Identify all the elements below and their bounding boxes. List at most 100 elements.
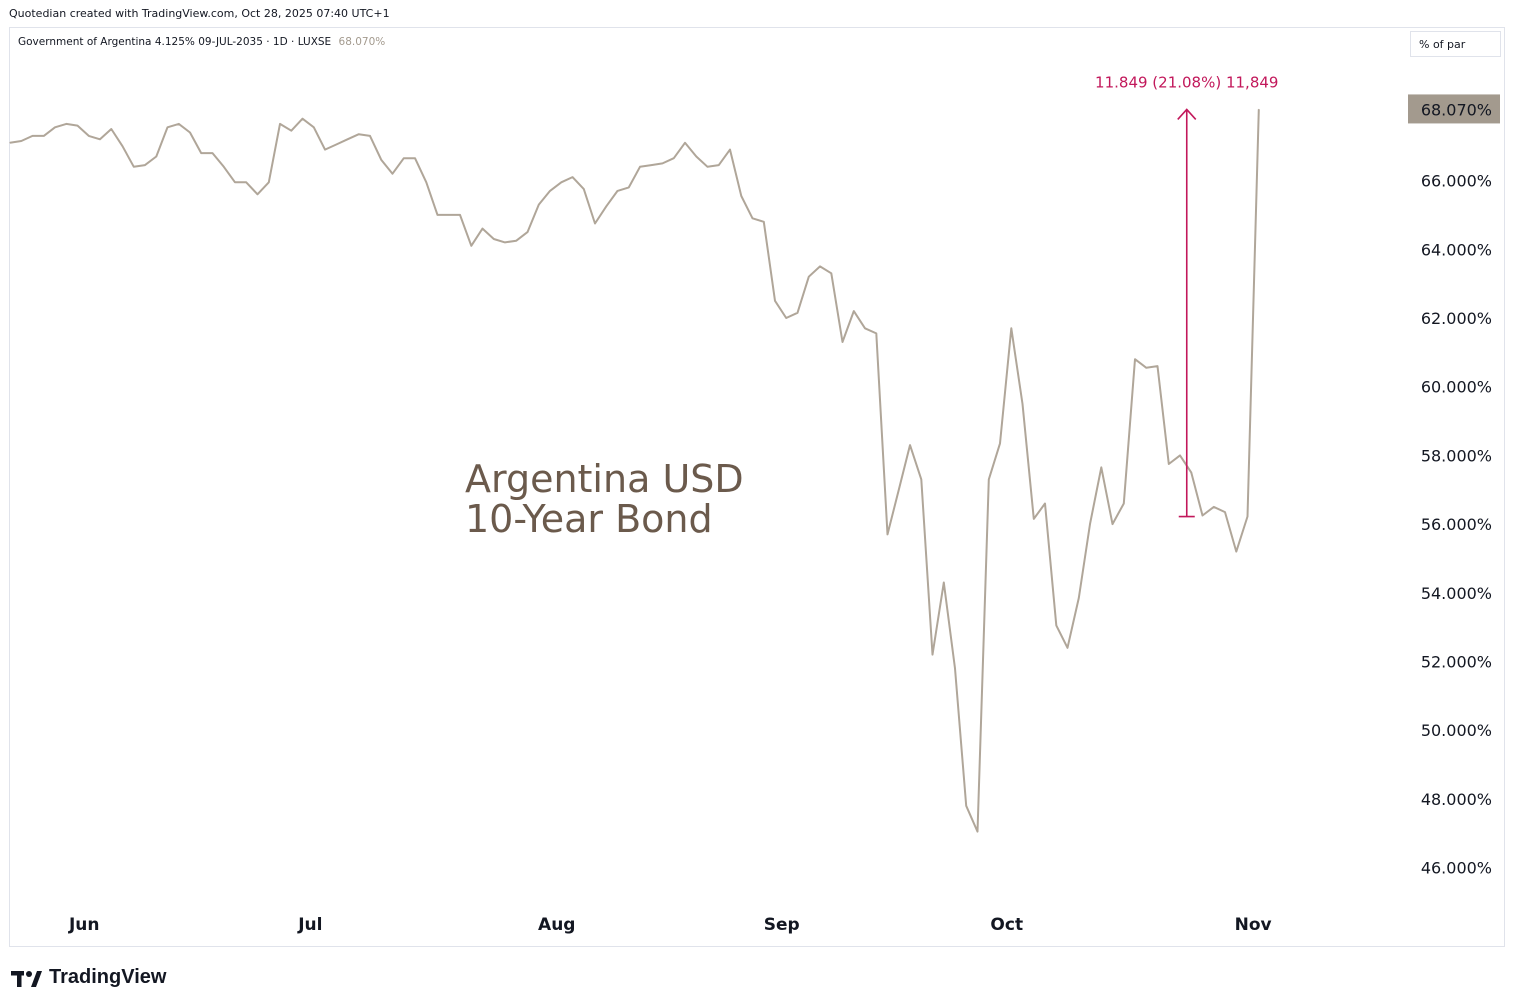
data-point: [1246, 515, 1249, 518]
data-point: [1089, 523, 1091, 525]
x-tick-label: Sep: [764, 915, 800, 935]
data-point: [346, 138, 349, 140]
data-point: [54, 126, 56, 128]
data-point: [830, 272, 832, 274]
data-point: [324, 149, 326, 151]
data-point: [909, 444, 911, 446]
data-point: [121, 145, 124, 147]
data-point: [391, 173, 394, 175]
data-point: [493, 238, 495, 240]
chart-annotation-line: 10-Year Bond: [465, 497, 713, 541]
chart-frame: [9, 27, 1505, 947]
data-point: [481, 228, 484, 230]
data-point: [571, 176, 574, 178]
data-point: [166, 126, 169, 128]
data-point: [459, 214, 461, 216]
data-point: [875, 332, 877, 335]
data-point: [436, 214, 439, 216]
data-point: [943, 581, 945, 584]
data-point: [256, 193, 259, 195]
data-point: [718, 164, 720, 166]
data-point: [245, 181, 247, 183]
data-point: [515, 240, 517, 242]
symbol-legend[interactable]: Government of Argentina 4.125% 09-JUL-20…: [18, 36, 385, 48]
data-point: [1066, 647, 1069, 649]
data-point: [1258, 108, 1260, 111]
series-line: [9, 109, 1260, 833]
data-point: [133, 166, 135, 168]
data-point: [538, 203, 540, 206]
data-point: [1201, 514, 1204, 517]
data-point: [695, 155, 697, 158]
data-point: [223, 166, 225, 168]
data-point: [1213, 506, 1215, 508]
data-point: [920, 478, 922, 481]
data-point: [988, 478, 990, 481]
data-point: [1168, 463, 1170, 465]
data-point: [808, 276, 810, 278]
data-point: [1078, 597, 1080, 599]
data-point: [931, 654, 934, 656]
data-point: [200, 152, 202, 154]
data-point: [796, 312, 799, 314]
data-point: [1123, 502, 1125, 505]
logo-text: TradingView: [49, 966, 167, 988]
data-point: [155, 155, 157, 158]
measure-arrowhead: [1177, 108, 1197, 120]
data-point: [639, 166, 641, 168]
x-tick-label: Nov: [1235, 915, 1272, 935]
y-tick-label: 54.000%: [1421, 584, 1492, 603]
y-tick-label: 58.000%: [1421, 446, 1492, 465]
y-tick-label: 62.000%: [1421, 309, 1492, 328]
data-point: [65, 123, 67, 125]
data-point: [290, 130, 292, 132]
data-point: [1044, 502, 1046, 505]
chart-credit: Quotedian created with TradingView.com, …: [9, 7, 390, 20]
data-point: [380, 159, 382, 161]
data-point: [1235, 550, 1237, 553]
data-point: [1111, 523, 1114, 525]
y-tick-label: 60.000%: [1421, 378, 1492, 397]
y-tick-label: 64.000%: [1421, 240, 1492, 259]
x-tick-label: Aug: [538, 915, 575, 935]
y-tick-label: 66.000%: [1421, 172, 1492, 191]
data-point: [110, 128, 112, 130]
data-point: [819, 265, 821, 268]
data-point: [785, 317, 787, 319]
y-tick-label: 50.000%: [1421, 721, 1492, 740]
data-point: [886, 533, 889, 536]
data-point: [369, 135, 371, 137]
data-point: [1179, 454, 1181, 456]
data-point: [1224, 511, 1226, 513]
data-point: [583, 188, 585, 190]
data-point: [740, 195, 742, 197]
chart-annotation-line: Argentina USD: [465, 457, 744, 501]
data-point: [841, 341, 844, 343]
tradingview-logo-icon: [11, 970, 42, 987]
data-point: [335, 143, 337, 146]
data-point: [594, 222, 596, 225]
data-point: [864, 327, 866, 329]
symbol-description: Government of Argentina 4.125% 09-JUL-20…: [18, 36, 332, 48]
data-point: [661, 162, 664, 164]
data-point: [1156, 365, 1159, 367]
data-point: [99, 138, 101, 140]
data-point: [763, 221, 765, 223]
data-point: [279, 123, 281, 125]
data-point: [751, 217, 754, 219]
price-scale-unit[interactable]: % of par: [1410, 31, 1501, 57]
data-point: [526, 231, 529, 233]
data-point: [954, 667, 956, 669]
data-point: [178, 123, 180, 125]
data-point: [470, 245, 472, 247]
tradingview-logo[interactable]: TradingView: [11, 966, 166, 989]
data-point: [1145, 367, 1147, 369]
data-point: [1190, 471, 1192, 474]
data-point: [144, 164, 146, 166]
data-point: [189, 131, 191, 134]
last-value-tag-label: 68.070%: [1421, 100, 1492, 119]
x-tick-label: Jul: [297, 915, 322, 935]
data-point: [999, 442, 1001, 444]
data-point: [268, 181, 270, 183]
y-tick-label: 56.000%: [1421, 515, 1492, 534]
